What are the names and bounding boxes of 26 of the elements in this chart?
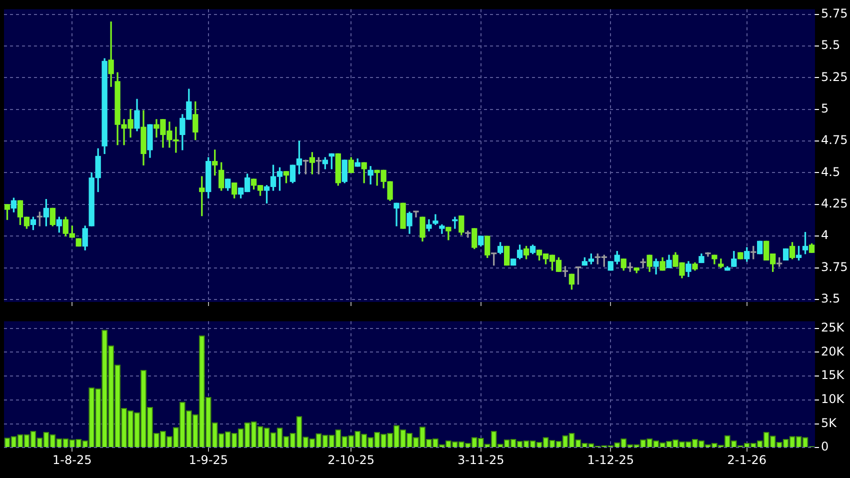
x-tick-label: 1-8-25	[52, 452, 92, 467]
x-tick-label: 2-1-26	[727, 452, 766, 467]
y-tick-label: 20K	[821, 344, 846, 358]
y-tick-label: 15K	[821, 368, 846, 382]
y-tick-label: 5K	[821, 416, 838, 430]
y-tick-label: 5.25	[821, 70, 848, 84]
y-tick-label: 4.75	[821, 133, 848, 148]
candlestick	[108, 22, 114, 87]
x-tick-label: 2-10-25	[328, 452, 375, 467]
y-tick-label: 3.75	[821, 260, 848, 274]
y-tick-label: 5.5	[821, 38, 840, 52]
y-tick-label: 3.5	[821, 292, 840, 306]
y-tick-label: 5.75	[821, 6, 848, 20]
y-tick-label: 10K	[821, 392, 846, 406]
candlestick	[640, 258, 646, 268]
y-tick-label: 5	[821, 101, 829, 116]
x-tick-label: 1-12-25	[587, 452, 634, 467]
y-tick-label: 4.25	[821, 196, 848, 211]
x-tick-label: 1-9-25	[188, 452, 228, 467]
y-tick-label: 4.5	[821, 164, 840, 179]
y-tick-label: 0	[821, 440, 829, 454]
x-tick-label: 3-11-25	[457, 452, 504, 467]
y-tick-label: 25K	[821, 320, 846, 334]
candlestick	[413, 210, 419, 218]
candlestick	[394, 202, 400, 226]
y-tick-label: 4	[821, 228, 829, 242]
